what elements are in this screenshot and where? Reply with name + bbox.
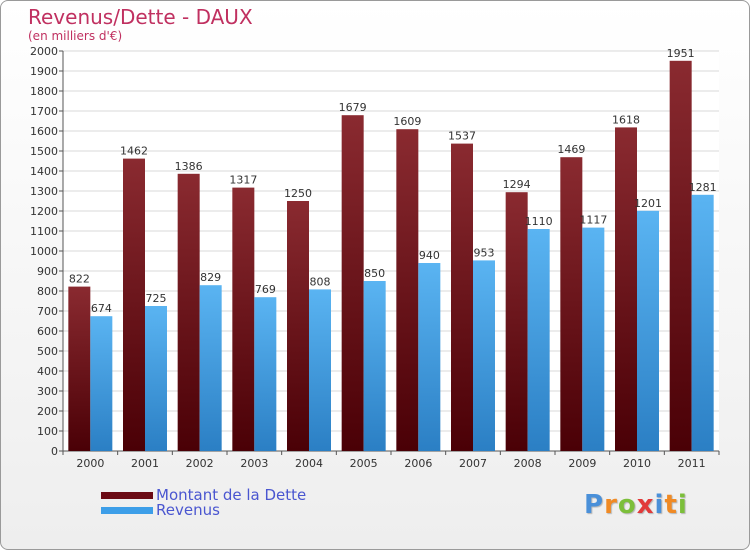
y-tick-label: 800 [37,285,58,298]
y-tick-label: 500 [37,345,58,358]
data-label-revenus: 1281 [689,181,717,194]
y-tick-label: 2000 [30,45,58,58]
y-tick-label: 1500 [30,145,58,158]
y-tick-label: 600 [37,325,58,338]
bar-dette [451,143,473,451]
data-label-revenus: 1201 [634,197,662,210]
data-label-dette: 1609 [393,115,421,128]
y-tick-label: 1000 [30,245,58,258]
x-tick-label: 2000 [76,457,104,470]
y-tick-label: 300 [37,385,58,398]
data-label-dette: 1386 [175,160,203,173]
y-tick-label: 1600 [30,125,58,138]
x-tick-label: 2011 [678,457,706,470]
bar-revenus [418,263,441,451]
bar-dette [396,129,419,451]
data-label-revenus: 769 [255,283,276,296]
bar-revenus [527,229,550,451]
data-label-revenus: 674 [91,302,112,315]
x-tick-label: 2009 [568,457,596,470]
bar-dette [287,201,309,451]
bar-revenus [691,194,714,452]
data-label-dette: 1294 [503,178,531,191]
data-label-dette: 1537 [448,130,476,143]
bar-revenus [582,227,605,451]
bar-revenus [254,297,277,451]
bar-dette [341,115,364,451]
data-label-revenus: 850 [364,267,385,280]
data-label-dette: 1469 [557,143,585,156]
legend-item-dette: Montant de la Dette [101,486,307,504]
x-tick-label: 2007 [459,457,487,470]
bar-dette [505,192,528,451]
y-tick-label: 200 [37,405,58,418]
data-label-dette: 1250 [284,187,312,200]
data-label-dette: 1679 [339,101,367,114]
x-tick-label: 2002 [186,457,214,470]
data-label-revenus: 829 [200,271,221,284]
data-label-revenus: 725 [146,292,167,305]
y-tick-label: 0 [51,445,58,458]
data-label-revenus: 940 [419,249,440,262]
y-tick-label: 400 [37,365,58,378]
y-tick-label: 1700 [30,105,58,118]
y-tick-label: 1200 [30,205,58,218]
y-tick-label: 1100 [30,225,58,238]
bar-dette [177,173,200,452]
data-label-revenus: 808 [310,275,331,288]
y-tick-label: 1300 [30,185,58,198]
bar-dette [232,187,255,451]
x-tick-label: 2006 [404,457,432,470]
y-tick-label: 900 [37,265,58,278]
bar-dette [669,60,692,452]
bar-dette [615,127,637,452]
bar-dette [560,157,583,451]
bar-revenus [309,289,331,451]
x-tick-label: 2005 [350,457,378,470]
y-tick-label: 1400 [30,165,58,178]
data-label-dette: 1951 [667,47,695,60]
data-label-revenus: 1110 [525,215,553,228]
bar-revenus [145,306,167,451]
data-label-dette: 1317 [229,174,257,187]
bar-revenus [90,316,113,451]
y-tick-label: 1800 [30,85,58,98]
data-label-dette: 1462 [120,145,148,158]
y-tick-label: 100 [37,425,58,438]
bar-revenus [637,210,659,451]
x-tick-label: 2001 [131,457,159,470]
bar-revenus [363,281,386,451]
bar-dette [123,158,145,451]
x-tick-label: 2010 [623,457,651,470]
x-tick-label: 2004 [295,457,323,470]
x-tick-label: 2008 [514,457,542,470]
legend-item-revenus: Revenus [101,501,220,519]
bar-revenus [473,260,495,451]
proxiti-logo: Proxiti [584,490,688,520]
data-label-revenus: 1117 [579,214,607,227]
legend-label-revenus: Revenus [156,501,220,519]
legend-label-dette: Montant de la Dette [156,486,307,504]
data-label-revenus: 953 [474,246,495,259]
bar-dette [68,286,91,451]
legend-swatch-revenus [101,506,153,514]
data-label-dette: 1618 [612,113,640,126]
y-tick-label: 700 [37,305,58,318]
bar-revenus [199,285,222,451]
legend-swatch-dette [101,491,153,499]
data-label-dette: 822 [69,273,90,286]
x-tick-label: 2003 [240,457,268,470]
chart-subtitle: (en milliers d'€) [28,29,123,43]
y-tick-label: 1900 [30,65,58,78]
chart-title: Revenus/Dette - DAUX [28,5,253,29]
